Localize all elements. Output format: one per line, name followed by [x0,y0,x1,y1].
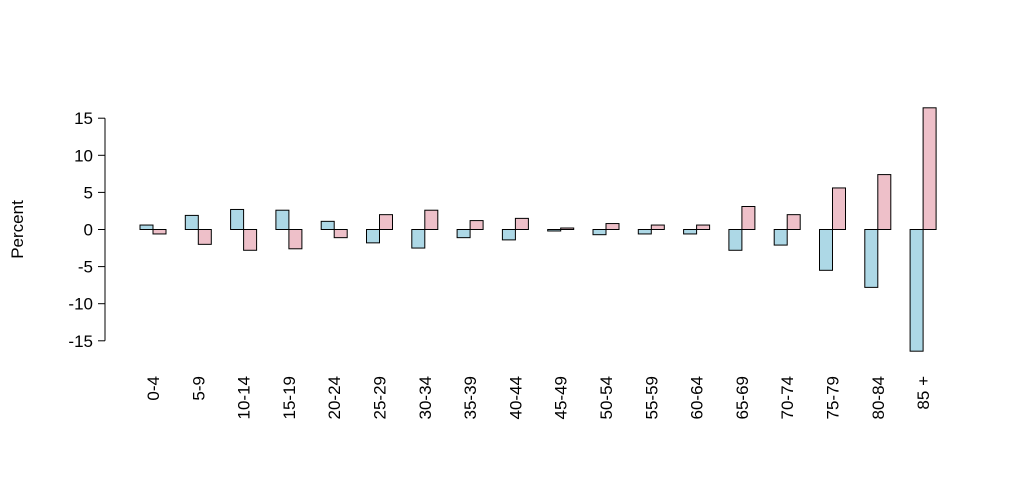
bar-75-79-s2 [832,187,846,230]
x-tick-labels: 0-4 5-9 10-14 15-19 20-24 25-29 30-34 35-39 40-4… [144,376,933,420]
bar-0-4-s2 [152,229,167,235]
bar-70-74-s1 [773,229,788,246]
x-tick-label: 5-9 [189,376,208,401]
bar-55-59-s1 [637,229,652,235]
bar-40-44-s1 [501,229,516,241]
y-axis-label: Percent [8,200,27,259]
bar-40-44-s2 [514,217,529,230]
y-tick-label: -15 [68,332,93,351]
x-tick-label: 25-29 [371,376,390,419]
bars [139,107,937,352]
y-tick-label: 5 [84,183,93,202]
bar-45-49-s1 [547,229,562,232]
bar-60-64-s2 [696,224,711,231]
x-tick-label: 65-69 [733,376,752,419]
bar-5-9-s2 [197,229,212,245]
x-tick-label: 30-34 [416,376,435,419]
bar-25-29-s2 [379,214,393,231]
x-tick-label: 10-14 [235,376,254,419]
x-tick-label: 40-44 [506,376,525,419]
bar-60-64-s1 [683,229,698,235]
x-tick-label: 55-59 [642,376,661,419]
bar-0-4-s1 [139,224,154,231]
bar-85-s1 [909,229,924,352]
bar-50-54-s2 [605,223,620,230]
bar-10-14-s2 [243,229,258,251]
x-tick-label: 60-64 [688,376,707,419]
bar-35-39-s1 [456,229,471,239]
bar-35-39-s2 [469,220,484,230]
x-tick-label: 20-24 [325,376,344,419]
x-tick-label: 85 + [914,376,933,410]
bar-25-29-s1 [366,229,380,244]
bar-75-79-s1 [819,229,833,271]
x-tick-label: 15-19 [280,376,299,419]
x-tick-label: 50-54 [597,376,616,419]
bar-20-24-s2 [333,229,348,239]
bar-5-9-s1 [184,214,199,230]
y-tick-label: -5 [78,258,93,277]
x-tick-label: 0-4 [144,376,163,401]
x-tick-label: 35-39 [461,376,480,419]
y-axis: -15 -10 -5 0 5 10 15 [68,109,106,351]
x-tick-label: 75-79 [824,376,843,419]
bar-70-74-s2 [786,214,801,231]
x-tick-label: 70-74 [778,376,797,419]
bar-10-14-s1 [230,208,245,231]
bar-85-s2 [922,107,937,230]
bar-30-34-s2 [424,209,439,230]
y-tick-label: 10 [74,146,93,165]
bar-80-84-s1 [864,229,879,288]
bar-65-69-s2 [741,205,756,231]
bar-65-69-s1 [728,229,743,251]
bar-45-49-s2 [560,227,575,231]
y-tick-label: 15 [74,109,93,128]
bar-15-19-s1 [275,209,290,230]
bar-80-84-s2 [877,174,892,230]
bar-20-24-s1 [320,220,335,230]
x-tick-label: 80-84 [869,376,888,419]
bar-15-19-s2 [288,229,303,250]
bar-30-34-s1 [411,229,426,249]
x-tick-label: 45-49 [552,376,571,419]
y-tick-label: 0 [84,221,93,240]
bar-55-59-s2 [650,224,665,231]
bar-50-54-s1 [592,229,607,236]
y-tick-label: -10 [68,295,93,314]
